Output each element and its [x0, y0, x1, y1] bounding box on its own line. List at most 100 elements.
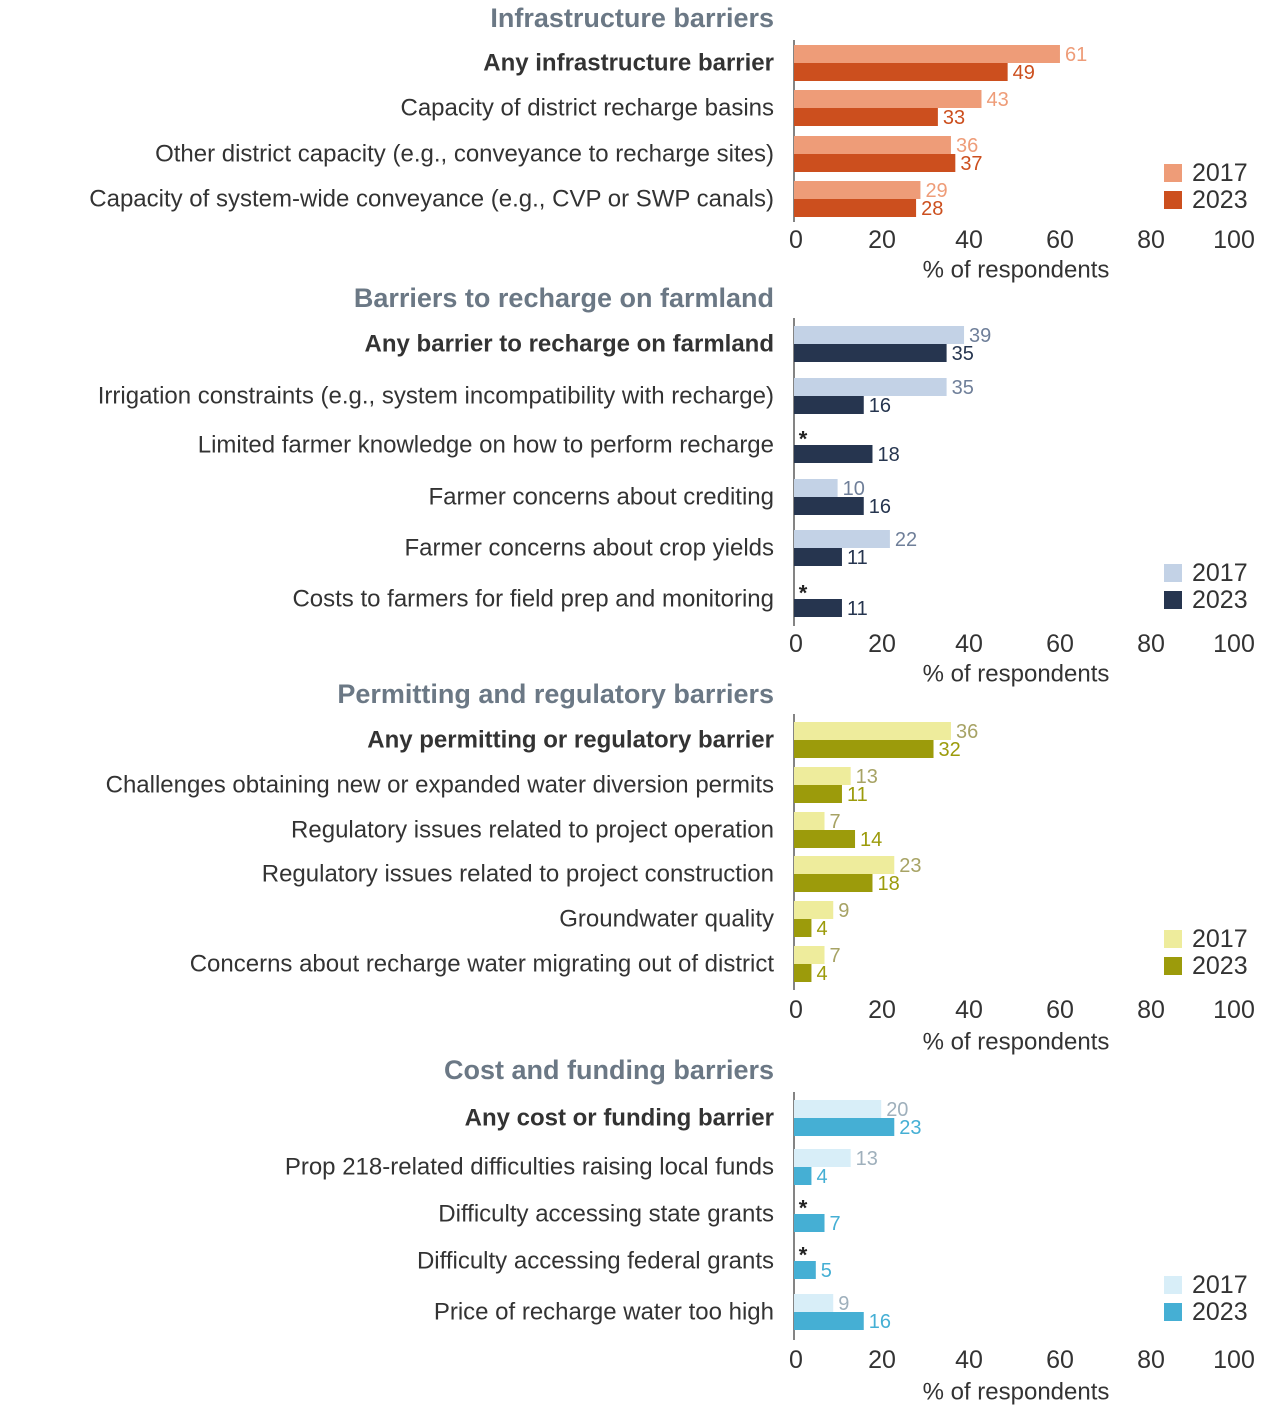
- panel4-legend-swatch-2023: [1164, 1303, 1182, 1321]
- panel2-bar-2017: [794, 530, 890, 548]
- panel4-tick-label: 80: [1137, 1346, 1165, 1374]
- panel1-bar-2017: [794, 181, 921, 199]
- panel2-bar-2023: [794, 396, 864, 414]
- panel2-tick-label: 60: [1046, 630, 1074, 658]
- panel3-axis-title: % of respondents: [923, 1029, 1110, 1056]
- panel1-bar-2023: [794, 199, 917, 217]
- panel2-title: Barriers to recharge on farmland: [354, 283, 774, 313]
- panel1-tick-label: 60: [1046, 226, 1074, 254]
- panel1-value-label-2017: 29: [925, 180, 947, 202]
- panel2-tick-label: 80: [1137, 630, 1165, 658]
- panel4-bar-2023: [794, 1118, 895, 1136]
- panel4-bar-2023: [794, 1261, 816, 1279]
- panel3-bar-2023: [794, 785, 842, 803]
- panel2-value-label-2017: 10: [843, 478, 865, 500]
- panel2-bar-2023: [794, 497, 864, 515]
- panel1-bar-2023: [794, 108, 938, 126]
- panel3-value-label-2017: 13: [856, 766, 878, 788]
- panel2-category-label: Costs to farmers for field prep and moni…: [292, 586, 774, 613]
- panel2-category-label: Any barrier to recharge on farmland: [365, 331, 774, 358]
- panel3-value-label-2023: 32: [939, 739, 961, 761]
- panel1-value-label-2017: 36: [956, 135, 978, 157]
- panel2-bar-2023: [794, 548, 842, 566]
- panel3-category-label: Challenges obtaining new or expanded wat…: [106, 772, 774, 799]
- panel4-value-label-2017: 9: [838, 1293, 849, 1315]
- panel3-value-label-2017: 9: [838, 900, 849, 922]
- panel3-value-label-2023: 4: [816, 963, 827, 985]
- panel4-tick-label: 100: [1213, 1346, 1255, 1374]
- panel2-category-label: Irrigation constraints (e.g., system inc…: [98, 383, 774, 410]
- panel2-value-label-2017: 39: [969, 325, 991, 347]
- panel4-axis-title: % of respondents: [923, 1379, 1110, 1406]
- panel3-value-label-2023: 18: [877, 873, 899, 895]
- panel4-category-label: Price of recharge water too high: [434, 1299, 774, 1326]
- panel4-bar-2023: [794, 1312, 864, 1330]
- panel4-bar-2023: [794, 1167, 812, 1185]
- panel4-bar-2017: [794, 1100, 882, 1118]
- panel3-bar-2023: [794, 740, 934, 758]
- panel2-legend-swatch-2023: [1164, 591, 1182, 609]
- panel2-category-label: Farmer concerns about crediting: [429, 484, 775, 511]
- panel4-tick-label: 40: [955, 1346, 983, 1374]
- panel1-value-label-2023: 37: [960, 153, 982, 175]
- panel2-bar-2023: [794, 599, 842, 617]
- panel3-category-label: Regulatory issues related to project ope…: [291, 817, 774, 844]
- panel4-legend-label-2017: 2017: [1192, 1271, 1248, 1299]
- panel4-bar-2023: [794, 1214, 825, 1232]
- panel2-value-label-2023: 35: [952, 343, 974, 365]
- panel1-category-label: Any infrastructure barrier: [483, 50, 774, 77]
- panel4-missing-marker: *: [799, 1196, 808, 1221]
- panel2-bar-2017: [794, 378, 947, 396]
- panel3-value-label-2017: 36: [956, 721, 978, 743]
- panel2-value-label-2023: 16: [869, 496, 891, 518]
- panel3-value-label-2017: 7: [830, 945, 841, 967]
- panel1-value-label-2017: 61: [1065, 44, 1087, 66]
- panel3-category-label: Groundwater quality: [559, 906, 774, 933]
- panel2-legend-swatch-2017: [1164, 564, 1182, 582]
- panel1-tick-label: 20: [868, 226, 896, 254]
- panel3-category-label: Regulatory issues related to project con…: [262, 861, 774, 888]
- panel3-legend-label-2017: 2017: [1192, 925, 1248, 953]
- panel2-category-label: Limited farmer knowledge on how to perfo…: [198, 432, 774, 459]
- panel1-legend-label-2017: 2017: [1192, 159, 1248, 187]
- panel4-legend-swatch-2017: [1164, 1276, 1182, 1294]
- panel2-tick-label: 100: [1213, 630, 1255, 658]
- panel3-value-label-2017: 7: [830, 811, 841, 833]
- panel4-value-label-2023: 7: [830, 1213, 841, 1235]
- panel4-tick-label: 0: [789, 1346, 803, 1374]
- panel3-bar-2017: [794, 901, 834, 919]
- panel2-bar-2017: [794, 479, 838, 497]
- panel1-bar-2023: [794, 63, 1008, 81]
- panel1-bar-2017: [794, 90, 982, 108]
- panel1-value-label-2017: 43: [986, 89, 1008, 111]
- panel4-bar-2017: [794, 1149, 851, 1167]
- panel4-category-label: Any cost or funding barrier: [465, 1105, 774, 1132]
- panel1-bar-2017: [794, 45, 1060, 63]
- panel3-tick-label: 20: [868, 996, 896, 1024]
- panel4-category-label: Difficulty accessing state grants: [438, 1201, 774, 1228]
- panel1-axis-title: % of respondents: [923, 257, 1110, 284]
- panel2-tick-label: 20: [868, 630, 896, 658]
- panel1-legend-swatch-2023: [1164, 191, 1182, 209]
- panel2-tick-label: 0: [789, 630, 803, 658]
- panel3-value-label-2017: 23: [899, 855, 921, 877]
- panel3-tick-label: 80: [1137, 996, 1165, 1024]
- panel1-value-label-2023: 33: [943, 107, 965, 129]
- panel2-bar-2023: [794, 344, 947, 362]
- panel4-value-label-2017: 20: [886, 1099, 908, 1121]
- panel4-value-label-2023: 16: [869, 1311, 891, 1333]
- panel2-axis-title: % of respondents: [923, 661, 1110, 688]
- panel4-tick-label: 60: [1046, 1346, 1074, 1374]
- panel3-legend-swatch-2023: [1164, 957, 1182, 975]
- panel2-value-label-2023: 11: [847, 598, 868, 620]
- panel4-legend-label-2023: 2023: [1192, 1298, 1248, 1326]
- panel4-value-label-2023: 4: [816, 1166, 827, 1188]
- panel2-value-label-2023: 18: [877, 444, 899, 466]
- panel4-value-label-2023: 5: [821, 1260, 832, 1282]
- panel3-category-label: Concerns about recharge water migrating …: [190, 951, 775, 978]
- panel2-value-label-2023: 16: [869, 395, 891, 417]
- panel1-value-label-2023: 49: [1013, 62, 1035, 84]
- panel3-tick-label: 100: [1213, 996, 1255, 1024]
- panel4-missing-marker: *: [799, 1243, 808, 1268]
- panel3-bar-2017: [794, 946, 825, 964]
